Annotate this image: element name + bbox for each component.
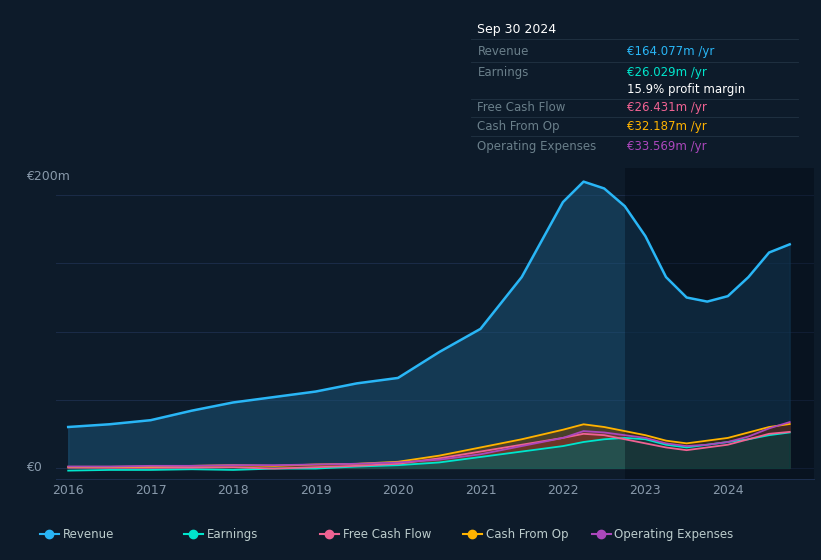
Text: Operating Expenses: Operating Expenses [614,528,734,541]
Text: €200m: €200m [26,170,70,183]
Text: Operating Expenses: Operating Expenses [478,140,597,153]
Text: Free Cash Flow: Free Cash Flow [342,528,431,541]
Text: €33.569m /yr: €33.569m /yr [627,140,707,153]
Text: €26.431m /yr: €26.431m /yr [627,101,707,114]
Bar [625,168,819,479]
Text: Sep 30 2024: Sep 30 2024 [478,22,557,35]
Text: Earnings: Earnings [478,66,529,78]
Text: 15.9% profit margin: 15.9% profit margin [627,83,745,96]
Text: Revenue: Revenue [63,528,114,541]
Text: Free Cash Flow: Free Cash Flow [478,101,566,114]
Text: €32.187m /yr: €32.187m /yr [627,120,707,133]
Text: €0: €0 [26,461,42,474]
Text: Earnings: Earnings [207,528,258,541]
Text: €164.077m /yr: €164.077m /yr [627,45,715,58]
Text: Cash From Op: Cash From Op [486,528,568,541]
Text: Cash From Op: Cash From Op [478,120,560,133]
Text: Revenue: Revenue [478,45,529,58]
Text: €26.029m /yr: €26.029m /yr [627,66,707,78]
